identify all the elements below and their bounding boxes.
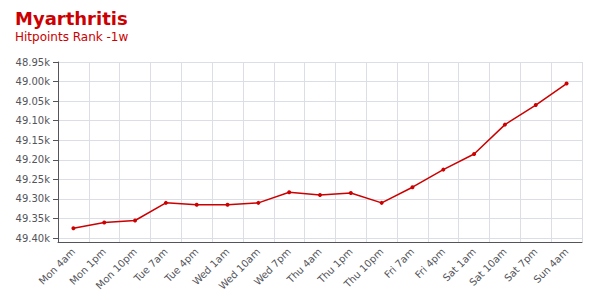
svg-text:Myarthritis: Myarthritis xyxy=(15,8,128,29)
svg-text:Wed 1am: Wed 1am xyxy=(190,246,232,288)
svg-text:Fri 7am: Fri 7am xyxy=(382,246,416,280)
svg-text:Sat 10am: Sat 10am xyxy=(467,246,509,288)
svg-text:49.05k: 49.05k xyxy=(16,96,51,107)
svg-text:Thu 1pm: Thu 1pm xyxy=(315,246,355,286)
svg-text:Sun 4am: Sun 4am xyxy=(531,246,570,285)
svg-text:Mon 1pm: Mon 1pm xyxy=(67,246,109,287)
svg-text:49.30k: 49.30k xyxy=(16,193,51,204)
svg-text:Hitpoints Rank -1w: Hitpoints Rank -1w xyxy=(15,30,128,44)
svg-text:49.25k: 49.25k xyxy=(16,174,51,185)
svg-text:Mon 10pm: Mon 10pm xyxy=(94,246,139,291)
svg-text:48.95k: 48.95k xyxy=(16,57,51,68)
svg-text:Thu 4am: Thu 4am xyxy=(284,246,324,286)
svg-text:Wed 10am: Wed 10am xyxy=(217,246,263,292)
svg-text:49.20k: 49.20k xyxy=(16,154,51,165)
svg-text:Wed 7pm: Wed 7pm xyxy=(252,246,293,287)
svg-text:49.10k: 49.10k xyxy=(16,115,51,126)
svg-text:Tue 4pm: Tue 4pm xyxy=(162,246,201,285)
svg-text:Sat 1am: Sat 1am xyxy=(440,246,478,284)
svg-text:49.35k: 49.35k xyxy=(16,213,51,224)
svg-text:Sat 7pm: Sat 7pm xyxy=(502,246,540,284)
svg-text:49.40k: 49.40k xyxy=(16,233,51,244)
svg-text:49.15k: 49.15k xyxy=(16,135,51,146)
svg-text:Tue 7am: Tue 7am xyxy=(132,246,170,284)
svg-text:Mon 4am: Mon 4am xyxy=(36,246,78,287)
svg-text:Thu 10pm: Thu 10pm xyxy=(341,246,385,290)
svg-text:Fri 4pm: Fri 4pm xyxy=(412,246,448,281)
svg-text:49.00k: 49.00k xyxy=(16,76,51,87)
